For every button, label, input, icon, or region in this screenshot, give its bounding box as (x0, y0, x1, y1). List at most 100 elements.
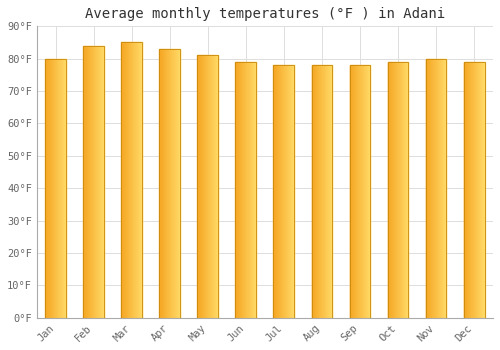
Bar (290, 65, 292, 318)
Bar (396, 62, 397, 318)
Bar (241, 62, 242, 318)
Bar (445, 59, 446, 318)
Bar (202, 55, 203, 318)
Bar (369, 65, 370, 318)
Bar (87, 46, 88, 318)
Bar (132, 42, 133, 318)
Bar (100, 46, 101, 318)
Bar (135, 42, 136, 318)
Bar (471, 62, 472, 318)
Bar (98, 46, 99, 318)
Bar (198, 55, 218, 318)
Bar (134, 42, 135, 318)
Bar (140, 42, 141, 318)
Bar (331, 65, 332, 318)
Bar (212, 55, 213, 318)
Bar (90, 46, 91, 318)
Bar (165, 49, 166, 318)
Bar (465, 62, 466, 318)
Bar (481, 62, 482, 318)
Bar (216, 55, 217, 318)
Bar (88, 46, 89, 318)
Bar (249, 62, 250, 318)
Bar (124, 42, 125, 318)
Bar (61, 59, 62, 318)
Bar (277, 65, 278, 318)
Bar (368, 65, 369, 318)
Bar (365, 65, 366, 318)
Bar (131, 42, 132, 318)
Bar (64, 59, 65, 318)
Bar (201, 55, 202, 318)
Bar (403, 62, 404, 318)
Bar (172, 49, 173, 318)
Bar (54, 59, 55, 318)
Bar (401, 62, 402, 318)
Bar (162, 49, 163, 318)
Bar (477, 62, 478, 318)
Bar (101, 46, 102, 318)
Bar (284, 65, 285, 318)
Bar (432, 59, 433, 318)
Bar (322, 65, 323, 318)
Bar (126, 42, 127, 318)
Bar (400, 62, 401, 318)
Bar (288, 65, 289, 318)
Bar (356, 65, 357, 318)
Bar (248, 62, 249, 318)
Bar (361, 65, 362, 318)
Bar (138, 42, 139, 318)
Bar (321, 65, 322, 318)
Bar (84, 46, 104, 318)
Bar (366, 65, 367, 318)
Bar (139, 42, 140, 318)
Bar (354, 65, 355, 318)
Bar (199, 55, 200, 318)
Bar (53, 59, 54, 318)
Bar (292, 65, 293, 318)
Bar (103, 46, 104, 318)
Bar (279, 65, 280, 318)
Bar (323, 65, 324, 318)
Bar (435, 59, 436, 318)
Bar (358, 65, 359, 318)
Bar (395, 62, 396, 318)
Bar (328, 65, 329, 318)
Bar (429, 59, 430, 318)
Bar (483, 62, 484, 318)
Bar (175, 49, 176, 318)
Bar (130, 42, 131, 318)
Bar (160, 49, 180, 318)
Bar (63, 59, 64, 318)
Bar (198, 55, 199, 318)
Bar (85, 46, 86, 318)
Bar (439, 59, 440, 318)
Bar (433, 59, 434, 318)
Bar (48, 59, 49, 318)
Bar (357, 65, 358, 318)
Bar (208, 55, 209, 318)
Bar (214, 55, 215, 318)
Bar (59, 59, 60, 318)
Bar (312, 65, 313, 318)
Bar (122, 42, 123, 318)
Bar (467, 62, 468, 318)
Bar (443, 59, 444, 318)
Bar (237, 62, 238, 318)
Bar (92, 46, 93, 318)
Bar (99, 46, 100, 318)
Bar (168, 49, 169, 318)
Bar (330, 65, 331, 318)
Bar (480, 62, 481, 318)
Bar (360, 65, 361, 318)
Bar (46, 59, 47, 318)
Bar (238, 62, 239, 318)
Bar (253, 62, 254, 318)
Bar (363, 65, 364, 318)
Bar (211, 55, 212, 318)
Bar (176, 49, 177, 318)
Bar (428, 59, 429, 318)
Bar (402, 62, 403, 318)
Bar (464, 62, 465, 318)
Bar (442, 59, 443, 318)
